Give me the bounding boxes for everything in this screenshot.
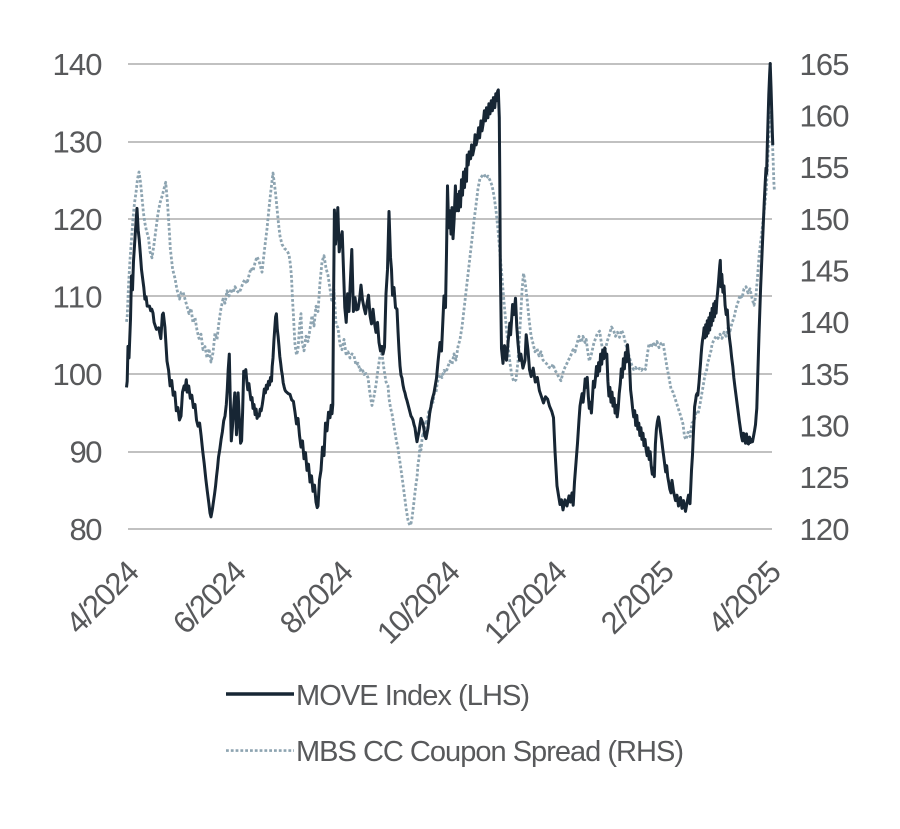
svg-text:110: 110 <box>53 279 103 314</box>
svg-text:80: 80 <box>70 512 103 547</box>
svg-text:90: 90 <box>70 434 103 469</box>
svg-text:100: 100 <box>53 357 103 392</box>
svg-text:4/2025: 4/2025 <box>701 554 788 641</box>
svg-text:12/2024: 12/2024 <box>477 554 574 651</box>
svg-text:4/2024: 4/2024 <box>59 554 146 641</box>
svg-text:155: 155 <box>800 150 850 185</box>
svg-text:MBS CC Coupon Spread (RHS): MBS CC Coupon Spread (RHS) <box>296 736 684 768</box>
svg-text:120: 120 <box>800 512 850 547</box>
svg-text:140: 140 <box>53 47 103 82</box>
svg-text:2/2025: 2/2025 <box>594 554 681 641</box>
svg-text:150: 150 <box>800 202 850 237</box>
svg-text:165: 165 <box>800 47 850 82</box>
svg-text:6/2024: 6/2024 <box>166 554 253 641</box>
svg-text:130: 130 <box>800 409 850 444</box>
svg-text:135: 135 <box>800 357 850 392</box>
svg-text:130: 130 <box>53 124 103 159</box>
svg-text:160: 160 <box>800 99 850 134</box>
svg-text:140: 140 <box>800 305 850 340</box>
svg-text:125: 125 <box>800 460 850 495</box>
svg-text:MOVE Index (LHS): MOVE Index (LHS) <box>296 680 530 712</box>
svg-text:120: 120 <box>53 202 103 237</box>
svg-text:8/2024: 8/2024 <box>273 554 360 641</box>
svg-text:145: 145 <box>800 254 850 289</box>
svg-text:10/2024: 10/2024 <box>370 554 467 651</box>
